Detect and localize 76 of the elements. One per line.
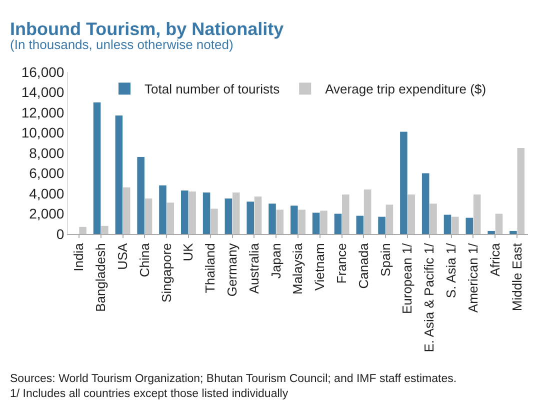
bar (342, 194, 350, 234)
x-tick-label: American 1/ (465, 242, 480, 313)
x-tick-label: China (136, 242, 152, 278)
bar (224, 198, 232, 234)
y-tick-label: 2,000 (29, 206, 64, 222)
x-tick-label: Bangladesh (93, 243, 108, 312)
bar (488, 230, 495, 234)
x-tick-label: Australia (246, 242, 262, 294)
bar (378, 216, 386, 234)
x-tick-label: Vietnam (312, 243, 328, 291)
x-tick-label: Africa (487, 242, 502, 276)
bar (79, 226, 86, 234)
bar (364, 189, 372, 234)
x-tick-label: European 1/ (400, 242, 415, 314)
bar (356, 216, 364, 234)
bar (101, 226, 108, 234)
y-tick-label: 0 (56, 226, 64, 242)
y-tick-label: 12,000 (21, 104, 64, 120)
text: 1/ Includes all countries except those listed individually (10, 388, 288, 400)
bar (386, 204, 394, 234)
bar (276, 210, 284, 234)
y-tick-label: 10,000 (21, 124, 64, 141)
x-tick-label: E. Asia & Pacific 1/ (422, 242, 437, 352)
x-tick-label: Thailand (202, 243, 218, 294)
bar (510, 230, 517, 234)
x-tick-label: France (334, 243, 350, 284)
bar (122, 187, 130, 234)
bar (254, 196, 262, 234)
bar (188, 191, 196, 234)
bar (166, 202, 174, 234)
x-tick-label: Canada (356, 242, 371, 289)
bar (93, 102, 101, 234)
bar (430, 204, 437, 234)
bar (312, 212, 320, 234)
chart-title: Inbound Tourism, by Nationality (10, 19, 284, 39)
bar (444, 214, 452, 234)
bar (473, 194, 481, 234)
x-tick-label: Spain (378, 243, 393, 276)
bar (408, 194, 415, 234)
bar (495, 214, 503, 234)
bar (268, 204, 276, 234)
bar (232, 192, 240, 234)
bar (517, 148, 525, 234)
bar (210, 208, 218, 234)
y-tick-label: 16,000 (21, 64, 64, 80)
x-tick-label: UK (180, 242, 196, 262)
x-tick-label: India (71, 242, 86, 272)
y-tick-label: 14,000 (21, 84, 64, 100)
bar (422, 173, 430, 234)
source-note: Sources: World Tourism Organization; Bhutan Tourism Council; and IMF staff estimates. (10, 373, 457, 385)
x-tick-label: Middle East (509, 242, 524, 312)
x-tick-label: Malaysia (290, 242, 306, 294)
x-tick-label: Japan (268, 243, 284, 279)
x-tick-label: S. Asia 1/ (444, 242, 459, 298)
bar (202, 192, 210, 234)
bar (334, 214, 342, 234)
bar (452, 216, 459, 234)
x-tick-label: USA (114, 242, 130, 270)
bar (320, 210, 328, 234)
bar (466, 218, 474, 234)
bar (144, 198, 152, 234)
bar (290, 206, 298, 234)
bar (181, 190, 188, 234)
bar (400, 132, 408, 234)
bar (115, 116, 123, 234)
legend-label: Total number of tourists (144, 82, 280, 97)
x-tick-label: Germany (224, 242, 240, 297)
y-tick-label: 6,000 (29, 165, 64, 182)
bar (298, 210, 306, 234)
y-tick-label: 8,000 (29, 144, 64, 161)
x-tick-label: Singapore (158, 243, 174, 302)
bar (159, 185, 166, 234)
legend-label: Average trip expenditure ($) (325, 82, 486, 97)
y-tick-label: 4,000 (29, 185, 64, 202)
bar (246, 202, 254, 234)
bar (137, 157, 144, 234)
